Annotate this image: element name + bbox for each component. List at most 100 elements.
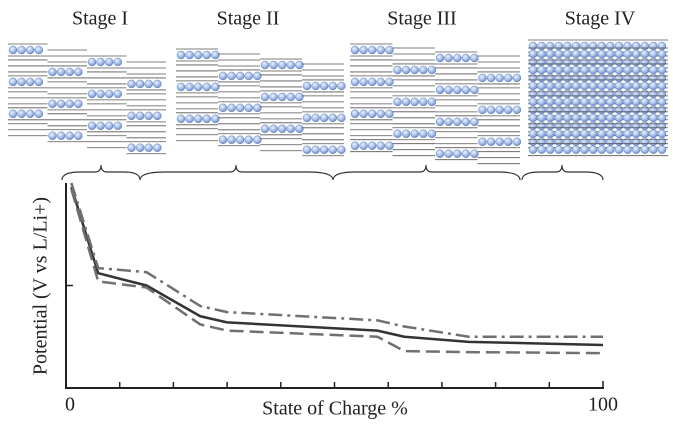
ion [385,45,394,55]
ion [461,53,471,63]
ion [580,137,589,146]
ion [563,65,572,75]
ion [185,114,194,124]
ion [227,71,236,81]
ion [657,145,667,154]
ion [127,79,136,89]
ion [640,105,650,115]
ion [528,105,538,115]
ion [25,77,35,87]
ion [606,113,615,123]
ion [367,77,377,87]
ion [657,137,667,146]
ion [657,73,667,83]
ion [537,105,546,115]
series-line [70,186,604,347]
ion [113,57,123,67]
ion [176,114,186,124]
ion [478,137,487,146]
ion [528,41,538,51]
ion [452,117,462,127]
ion [614,41,624,51]
ion [606,81,615,91]
ion [554,105,564,115]
ion [359,141,368,150]
ion [8,109,18,119]
ion [631,81,641,91]
ion [537,121,546,130]
ion [606,121,615,130]
ion [504,73,513,83]
ion [545,81,555,91]
ion [580,41,589,51]
ion [104,89,114,99]
ion [410,65,419,75]
ion [419,65,428,75]
ion [350,45,360,55]
ion [657,81,667,91]
ion [563,41,572,51]
ion [401,129,411,138]
ion [657,129,667,138]
ion [193,50,203,60]
ion [176,82,186,92]
ion [34,77,44,87]
ion [588,73,598,83]
ion [606,105,615,115]
ion [144,79,153,89]
ion [176,50,186,60]
ion [17,45,26,55]
ion [563,145,572,154]
ion [401,97,411,107]
ion [495,105,504,115]
ion [512,73,522,83]
ion [461,85,471,95]
ion [319,113,329,123]
x-tick-label: 100 [588,394,618,416]
ion [311,81,320,91]
ion [588,137,598,146]
ion [153,79,162,89]
ion [631,73,641,83]
stage-label: Stage III [387,8,456,30]
ion [135,143,145,152]
ion [504,105,513,115]
ion [495,73,504,83]
ion [606,89,615,99]
ion [486,73,496,83]
ion [649,81,658,91]
ion [385,77,394,87]
ion [631,137,641,146]
ion [614,97,624,107]
ion [504,137,513,146]
ion [640,41,650,51]
ion [545,49,555,59]
ion [606,97,615,107]
ion [580,65,589,75]
ion [545,121,555,130]
ion [649,89,658,99]
ion [359,45,368,55]
ion [649,65,658,75]
ion [311,145,320,154]
ion [127,143,136,152]
ion [470,117,479,127]
ion [302,113,312,123]
ion [623,73,632,83]
ion [359,77,368,87]
ion [580,57,589,67]
ion [563,97,572,107]
ion [631,105,641,115]
ion [657,65,667,75]
ion [588,121,598,130]
ion [606,49,615,59]
ion [528,137,538,146]
x-axis-label: State of Charge % [262,398,408,420]
ion [614,105,624,115]
ion [580,121,589,130]
ion [554,145,564,154]
ion [211,114,220,124]
ion [461,149,471,158]
ion [227,103,236,113]
ion [545,65,555,75]
